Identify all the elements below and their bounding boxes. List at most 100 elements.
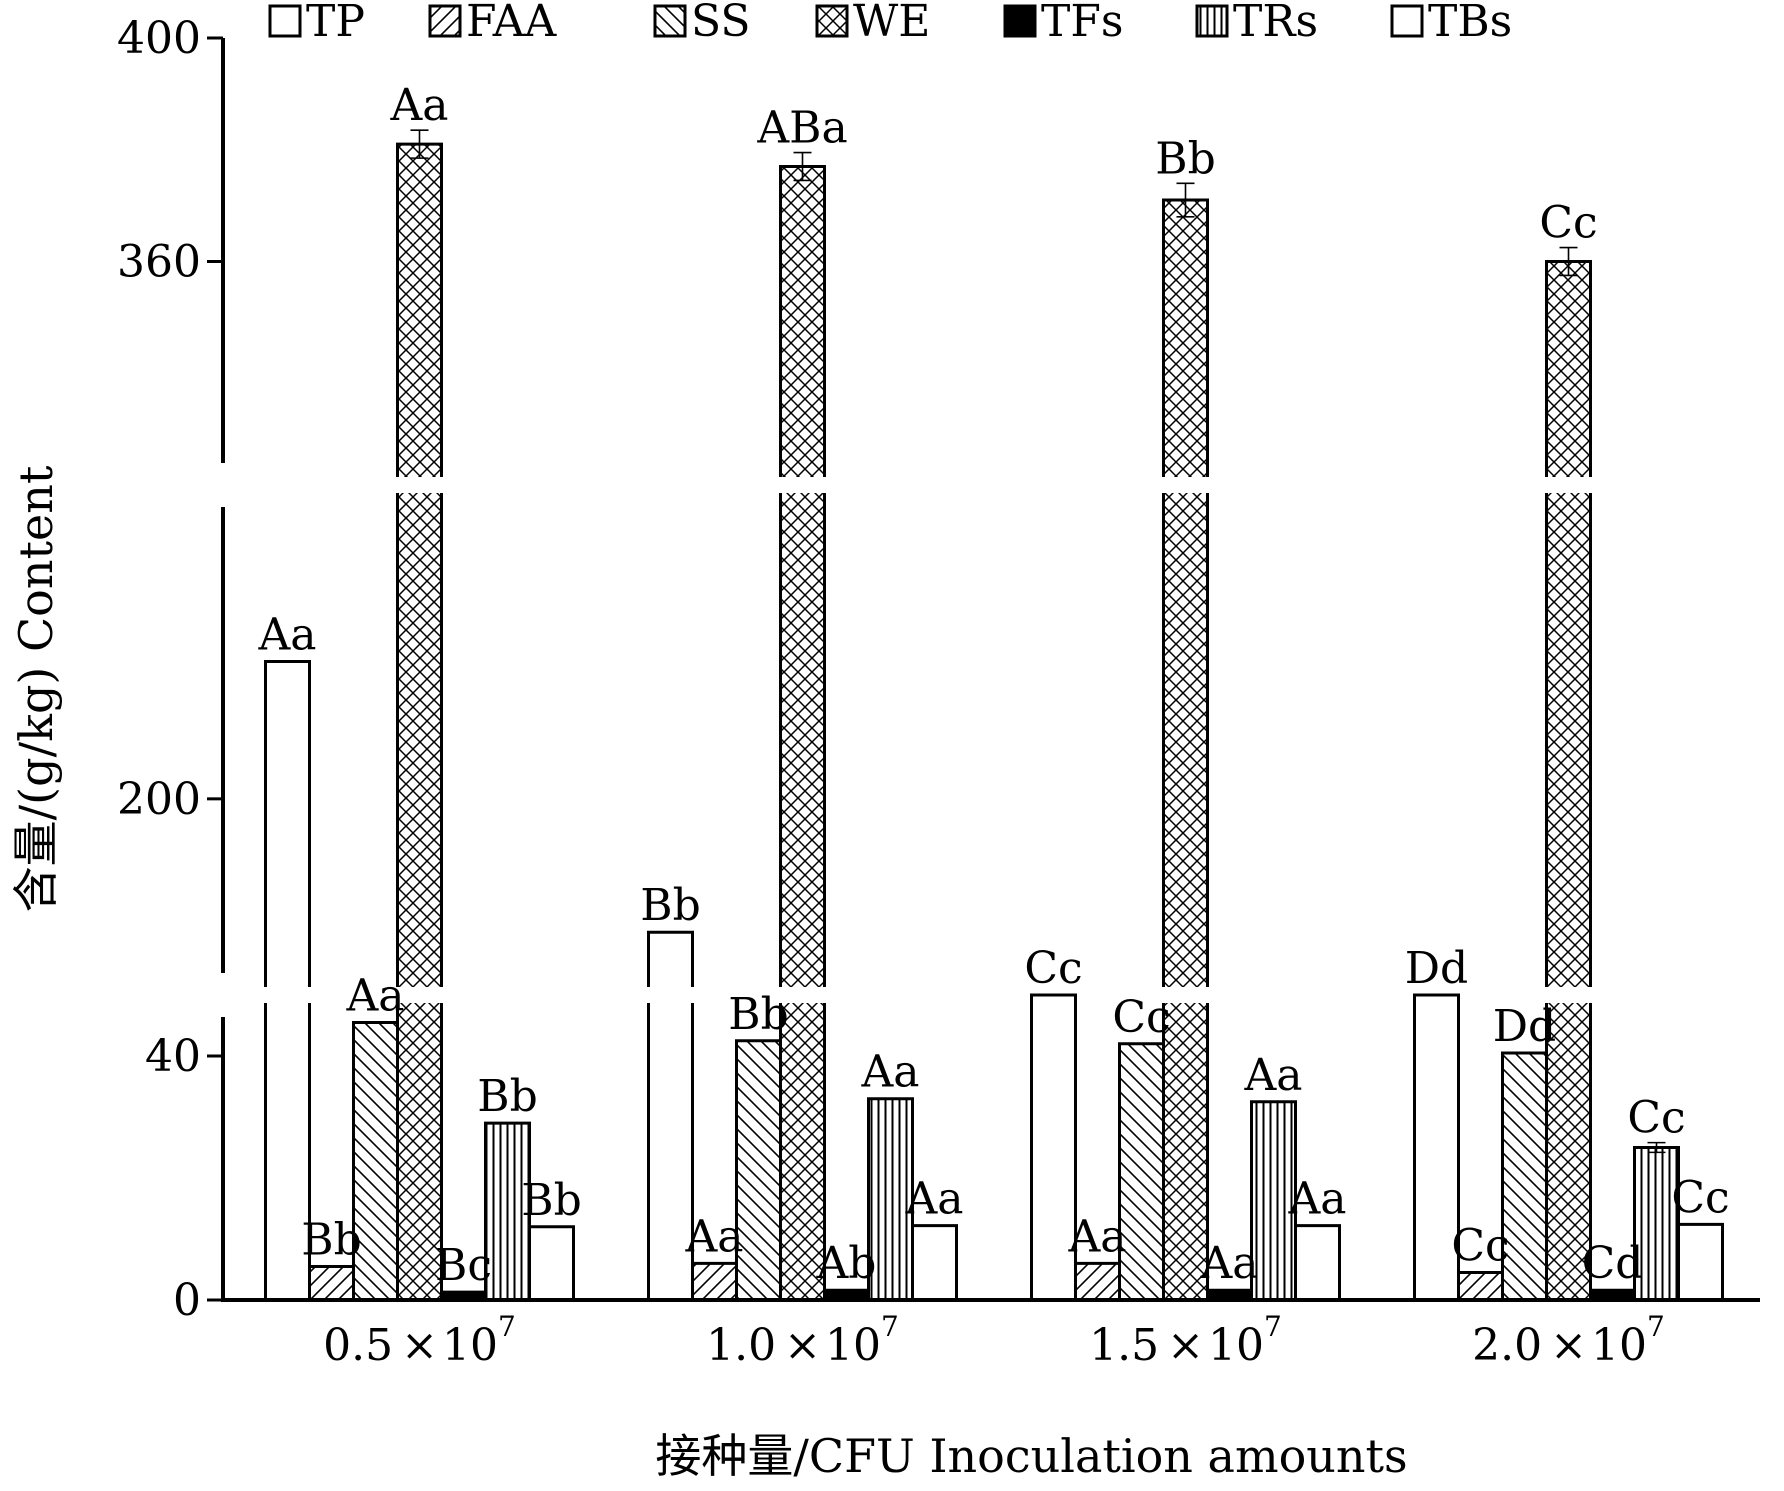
- bar-fill: [309, 1266, 354, 1300]
- error-bar: [1559, 246, 1578, 277]
- y-tick-label: 200: [117, 774, 201, 825]
- bar-tp-1: Aa: [257, 610, 317, 1302]
- data-label: Ab: [816, 1238, 877, 1289]
- bar-fill: [441, 1292, 486, 1300]
- bar-ss-4: Dd: [1493, 1001, 1556, 1302]
- bar-ss-1: Aa: [345, 970, 405, 1302]
- bar-fill: [868, 1098, 913, 1300]
- legend-label: TRs: [1233, 0, 1318, 47]
- bar-fill: [692, 1263, 737, 1300]
- bar-fill: [1414, 995, 1459, 1300]
- bar-fill: [736, 1040, 781, 1300]
- bar-fill: [397, 493, 442, 987]
- x-tick-exponent: 7: [1647, 1310, 1665, 1343]
- bar-fill: [1163, 1003, 1208, 1300]
- legend-label: FAA: [466, 0, 557, 47]
- bar-fill: [824, 1290, 869, 1300]
- bar-fill: [1251, 1101, 1296, 1300]
- y-tick-label: 40: [145, 1031, 201, 1082]
- bar-fill: [1207, 1290, 1252, 1300]
- bar-fill: [1634, 1147, 1679, 1300]
- bar-fill: [529, 1226, 574, 1300]
- bar-fill: [1590, 1290, 1635, 1300]
- x-tick-label: 2.0 ×107: [1472, 1310, 1665, 1371]
- legend-item-faa: FAA: [428, 0, 557, 47]
- bar-outline: [647, 930, 694, 987]
- bar-tbs-1: Bb: [521, 1175, 582, 1302]
- bar-fill: [353, 1022, 398, 1300]
- legend-swatch: [815, 4, 849, 38]
- bar-fill: [1163, 200, 1208, 477]
- legend-item-tp: TP: [268, 0, 365, 47]
- bar-fill: [648, 932, 693, 987]
- legend-swatch: [1390, 4, 1424, 38]
- x-tick-times: ×: [784, 1320, 821, 1371]
- data-label: Bc: [435, 1240, 492, 1291]
- x-axis: 0.5 ×107 1.0 ×107 1.5 ×107 2.0 ×107: [221, 1298, 1760, 1371]
- x-tick-times: ×: [1167, 1320, 1204, 1371]
- data-label: Bb: [728, 989, 789, 1040]
- bar-fill: [1502, 1052, 1547, 1300]
- data-label: Cc: [1539, 198, 1597, 249]
- bar-tbs-2: Aa: [904, 1174, 964, 1302]
- error-bar: [1176, 182, 1195, 218]
- bar-tfs-2: Ab: [816, 1238, 877, 1302]
- legend-label: TBs: [1428, 0, 1512, 47]
- x-tick-ten: 10: [1591, 1320, 1647, 1371]
- x-tick-exponent: 7: [1264, 1310, 1282, 1343]
- bar-fill: [1546, 493, 1591, 987]
- data-label: Cc: [1627, 1093, 1685, 1144]
- y-axis: 0 40 200 360 400: [117, 13, 225, 1326]
- bar-ss-2: Bb: [728, 989, 789, 1302]
- y-axis-title: 含量/(g/kg) Content: [9, 465, 63, 912]
- x-tick-base: 1.0: [706, 1320, 776, 1371]
- data-label: Aa: [904, 1174, 963, 1225]
- y-tick-label: 360: [117, 237, 201, 288]
- x-tick-times: ×: [1550, 1320, 1587, 1371]
- bar-fill: [265, 1003, 310, 1300]
- bar-fill: [1163, 493, 1208, 987]
- x-axis-title: 接种量/CFU Inoculation amounts: [655, 1429, 1407, 1483]
- legend-label: TP: [306, 0, 365, 47]
- legend-item-trs: TRs: [1195, 0, 1318, 47]
- bar-faa-3: Aa: [1067, 1211, 1127, 1302]
- data-label: Bb: [640, 880, 701, 931]
- x-tick-ten: 10: [1208, 1320, 1264, 1371]
- bar-tfs-1: Bc: [435, 1240, 492, 1302]
- bar-fill: [1295, 1225, 1340, 1300]
- data-label: Cc: [1671, 1172, 1729, 1223]
- data-label: Aa: [1243, 1050, 1302, 1101]
- bar-fill: [648, 1003, 693, 1300]
- bar-fill: [1546, 1003, 1591, 1300]
- bar-trs-4: Cc: [1627, 1093, 1686, 1302]
- y-tick-label: 0: [173, 1275, 201, 1326]
- bar-fill: [912, 1225, 957, 1300]
- x-tick-ten: 10: [442, 1320, 498, 1371]
- bar-trs-2: Aa: [860, 1047, 920, 1302]
- error-bar: [410, 129, 429, 159]
- legend-item-we: WE: [815, 0, 930, 47]
- bar-we-4: Cc: [1539, 198, 1598, 1302]
- legend-item-tfs: TFs: [1003, 0, 1123, 47]
- legend-label: WE: [853, 0, 930, 47]
- bar-tbs-3: Aa: [1287, 1174, 1347, 1302]
- data-label: Cc: [1112, 992, 1170, 1043]
- bar-fill: [265, 661, 310, 987]
- data-label: Bb: [521, 1175, 582, 1226]
- data-label: Aa: [389, 80, 448, 131]
- bar-fill: [1458, 1272, 1503, 1300]
- x-tick-label: 1.0 ×107: [706, 1310, 899, 1371]
- data-label: Aa: [1287, 1174, 1346, 1225]
- x-tick-base: 0.5: [323, 1320, 393, 1371]
- bar-outline: [396, 493, 443, 987]
- bar-we-3: Bb: [1155, 133, 1216, 1302]
- x-tick-times: ×: [401, 1320, 438, 1371]
- data-label: Bb: [1155, 133, 1216, 184]
- x-tick-ten: 10: [825, 1320, 881, 1371]
- bar-tfs-3: Aa: [1199, 1238, 1259, 1302]
- bar-fill: [485, 1123, 530, 1300]
- bar-fill: [1678, 1224, 1723, 1300]
- y-tick-label: 400: [117, 13, 201, 64]
- x-tick-base: 2.0: [1472, 1320, 1542, 1371]
